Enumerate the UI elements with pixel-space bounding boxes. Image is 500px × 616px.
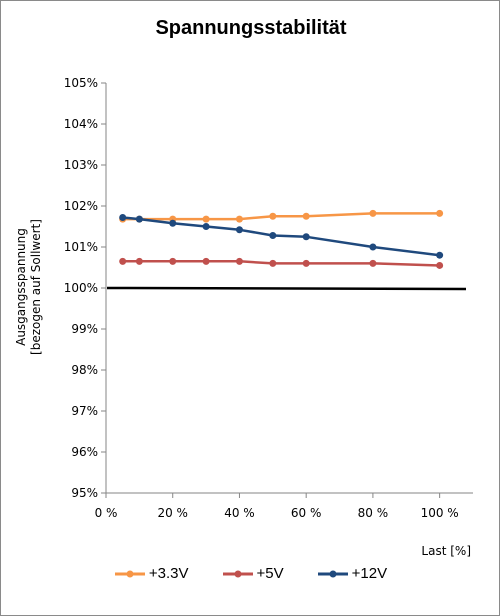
y-tick-label: 95%	[71, 486, 98, 500]
data-point-5v	[269, 259, 277, 267]
axes-layer: 95% 96% 97% 98% 99% 100% 101% 102% 103% 104% 105% 0…	[64, 76, 473, 520]
y-tick-label: 96%	[71, 445, 98, 459]
legend-item-5v: +5V	[222, 565, 284, 582]
data-point-12v	[269, 232, 277, 240]
x-tick-label: 60 %	[291, 506, 322, 520]
x-tick-label: 0 %	[95, 506, 118, 520]
data-point-5v	[235, 257, 243, 265]
data-point-3v3	[369, 209, 377, 217]
legend-label-5v: +5V	[256, 565, 284, 582]
y-tick-label: 99%	[71, 322, 98, 336]
series-layer	[119, 209, 444, 269]
data-point-3v3	[269, 212, 277, 220]
data-point-5v	[119, 257, 127, 265]
x-tick-label: 20 %	[157, 506, 188, 520]
legend-label-3v3: +3.3V	[148, 565, 189, 582]
legend-item-3v3: +3.3V	[114, 565, 189, 582]
chart-title: Spannungsstabilität	[155, 17, 347, 39]
x-tick-label: 100 %	[421, 506, 459, 520]
legend-label-12v: +12V	[351, 565, 388, 582]
legend-item-12v: +12V	[317, 565, 388, 582]
data-point-5v	[169, 257, 177, 265]
data-point-12v	[369, 243, 377, 251]
data-point-12v	[302, 233, 310, 241]
data-point-12v	[436, 251, 444, 259]
y-tick-label: 100%	[64, 281, 98, 295]
y-tick-label: 101%	[64, 240, 98, 254]
data-point-12v	[135, 215, 143, 223]
data-point-3v3	[436, 209, 444, 217]
reference-line-100	[106, 286, 467, 291]
y-tick-label: 97%	[71, 404, 98, 418]
data-point-12v	[169, 219, 177, 227]
legend-swatch-3v3	[114, 570, 145, 577]
legend: +3.3V +5V +12V	[1, 565, 500, 582]
reference-layer	[106, 286, 467, 291]
y-tick-label: 102%	[64, 199, 98, 213]
legend-swatch-12v	[317, 570, 348, 577]
y-tick-label: 103%	[64, 158, 98, 172]
data-point-5v	[369, 259, 377, 267]
x-axis-label: Last [%]	[421, 544, 471, 558]
data-point-5v	[135, 257, 143, 265]
data-point-5v	[202, 257, 210, 265]
data-point-3v3	[202, 215, 210, 223]
y-tick-label: 104%	[64, 117, 98, 131]
plot-area: 95% 96% 97% 98% 99% 100% 101% 102% 103% 104% 105% 0…	[64, 76, 473, 520]
x-tick-label: 40 %	[224, 506, 255, 520]
data-point-12v	[235, 226, 243, 234]
data-point-12v	[119, 213, 127, 221]
y-tick-label: 105%	[64, 76, 98, 90]
data-point-3v3	[235, 215, 243, 223]
data-point-12v	[202, 223, 210, 230]
legend-swatch-5v	[222, 570, 253, 577]
x-tick-label: 80 %	[358, 506, 389, 520]
y-tick-label: 98%	[71, 363, 98, 377]
data-point-5v	[436, 261, 444, 269]
data-point-5v	[302, 259, 310, 267]
data-point-3v3	[302, 212, 310, 220]
